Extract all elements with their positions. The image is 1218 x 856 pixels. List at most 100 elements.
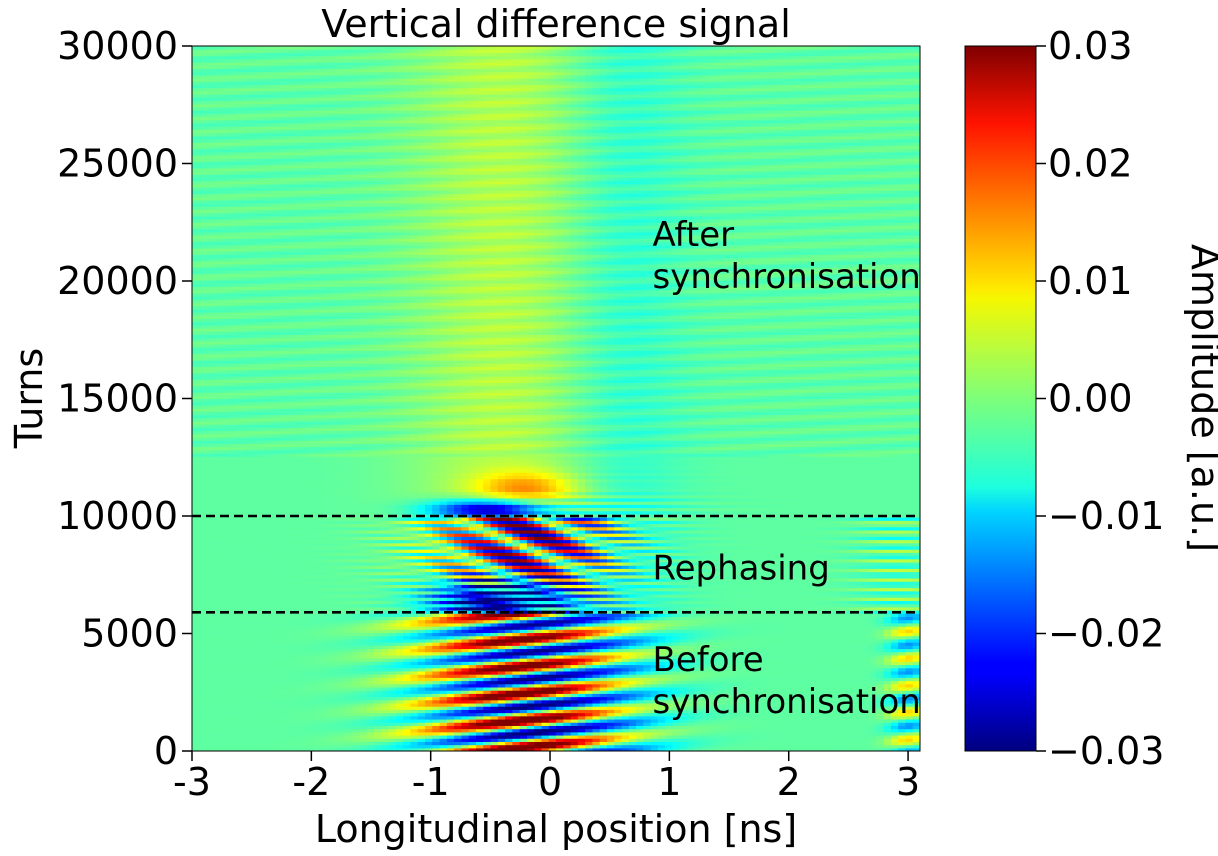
heatmap-cell bbox=[403, 702, 411, 707]
heatmap-cell bbox=[235, 709, 244, 714]
heatmap-cell bbox=[708, 686, 717, 691]
heatmap-cell bbox=[439, 629, 448, 634]
heatmap-cell bbox=[832, 693, 841, 698]
heatmap-cell bbox=[330, 664, 339, 669]
heatmap-cell bbox=[424, 696, 433, 701]
heatmap-cell bbox=[519, 654, 528, 659]
heatmap-cell bbox=[752, 728, 761, 733]
heatmap-cell bbox=[381, 632, 390, 637]
heatmap-cell bbox=[708, 629, 717, 634]
heatmap-cell bbox=[890, 738, 899, 742]
heatmap-cell bbox=[890, 645, 899, 650]
heatmap-cell bbox=[767, 635, 775, 640]
heatmap-cell bbox=[519, 731, 528, 736]
heatmap-cell bbox=[279, 722, 288, 726]
heatmap-cell bbox=[905, 690, 914, 694]
heatmap-cell bbox=[250, 645, 259, 650]
heatmap-cell bbox=[366, 651, 375, 656]
heatmap-cell bbox=[264, 699, 273, 704]
heatmap-cell bbox=[876, 638, 885, 643]
heatmap-cell bbox=[839, 629, 848, 634]
heatmap-cell bbox=[534, 651, 543, 656]
heatmap-cell bbox=[235, 674, 244, 678]
heatmap-cell bbox=[876, 632, 885, 637]
heatmap-cell bbox=[213, 626, 222, 630]
heatmap-cell bbox=[657, 731, 666, 736]
heatmap-cell bbox=[803, 725, 812, 730]
heatmap-cell bbox=[563, 706, 572, 710]
heatmap-cell bbox=[759, 651, 768, 656]
heatmap-cell bbox=[592, 690, 601, 694]
heatmap-cell bbox=[650, 661, 659, 666]
heatmap-cell bbox=[577, 683, 586, 688]
heatmap-cell bbox=[803, 642, 812, 646]
heatmap-cell bbox=[898, 706, 907, 710]
heatmap-cell bbox=[374, 699, 382, 704]
heatmap-cell bbox=[708, 632, 717, 637]
heatmap-cell bbox=[665, 718, 674, 723]
heatmap-cell bbox=[847, 712, 856, 717]
heatmap-cell bbox=[672, 670, 681, 675]
heatmap-cell bbox=[228, 693, 237, 698]
heatmap-cell bbox=[410, 741, 419, 746]
heatmap-cell bbox=[541, 741, 550, 746]
heatmap-cell bbox=[432, 744, 441, 749]
heatmap-cell bbox=[432, 648, 441, 653]
heatmap-cell bbox=[301, 738, 310, 742]
heatmap-cell bbox=[730, 734, 739, 739]
heatmap-cell bbox=[192, 690, 200, 694]
heatmap-cell bbox=[279, 619, 288, 624]
heatmap-cell bbox=[541, 715, 550, 720]
heatmap-cell bbox=[839, 702, 848, 707]
heatmap-cell bbox=[192, 626, 200, 630]
heatmap-cell bbox=[577, 658, 586, 662]
heatmap-cell bbox=[272, 706, 280, 710]
heatmap-cell bbox=[912, 722, 920, 726]
heatmap-cell bbox=[410, 670, 419, 675]
heatmap-cell bbox=[279, 734, 288, 739]
heatmap-cell bbox=[301, 683, 310, 688]
heatmap-cell bbox=[308, 664, 317, 669]
heatmap-cell bbox=[730, 642, 739, 646]
heatmap-cell bbox=[548, 683, 557, 688]
heatmap-cell bbox=[439, 725, 448, 730]
heatmap-cell bbox=[323, 619, 331, 624]
heatmap-cell bbox=[592, 629, 601, 634]
heatmap-cell bbox=[774, 674, 783, 678]
heatmap-cell bbox=[738, 699, 746, 704]
heatmap-cell bbox=[257, 632, 266, 637]
heatmap-cell bbox=[381, 731, 390, 736]
heatmap-cell bbox=[796, 741, 805, 746]
heatmap-cell bbox=[330, 677, 339, 682]
heatmap-cell bbox=[242, 690, 251, 694]
heatmap-cell bbox=[490, 654, 499, 659]
heatmap-cell bbox=[206, 645, 215, 650]
heatmap-cell bbox=[905, 658, 914, 662]
heatmap-cell bbox=[818, 702, 826, 707]
heatmap-cell bbox=[352, 651, 361, 656]
heatmap-cell bbox=[323, 709, 331, 714]
heatmap-cell bbox=[286, 619, 295, 624]
heatmap-cell bbox=[541, 738, 550, 742]
heatmap-cell bbox=[876, 731, 885, 736]
heatmap-cell bbox=[788, 648, 797, 653]
heatmap-cell bbox=[446, 706, 455, 710]
heatmap-cell bbox=[679, 690, 688, 694]
heatmap-cell bbox=[512, 734, 521, 739]
heatmap-cell bbox=[410, 658, 419, 662]
heatmap-cell bbox=[869, 667, 877, 672]
heatmap-cell bbox=[468, 693, 477, 698]
heatmap-cell bbox=[432, 651, 441, 656]
heatmap-cell bbox=[774, 699, 783, 704]
heatmap-cell bbox=[621, 722, 630, 726]
heatmap-cell bbox=[665, 635, 674, 640]
heatmap-cell bbox=[534, 670, 543, 675]
heatmap-cell bbox=[825, 725, 834, 730]
heatmap-cell bbox=[585, 638, 593, 643]
heatmap-cell bbox=[381, 674, 390, 678]
heatmap-cell bbox=[621, 635, 630, 640]
heatmap-cell bbox=[505, 734, 513, 739]
heatmap-cell bbox=[730, 661, 739, 666]
heatmap-cell bbox=[643, 686, 652, 691]
heatmap-cell bbox=[730, 677, 739, 682]
